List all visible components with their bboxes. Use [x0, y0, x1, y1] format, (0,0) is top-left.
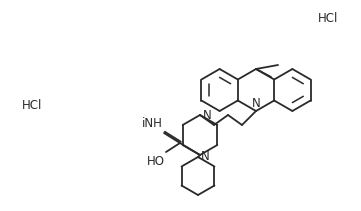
Text: HCl: HCl	[318, 12, 338, 24]
Text: HCl: HCl	[22, 99, 42, 111]
Text: iNH: iNH	[142, 117, 163, 130]
Text: N: N	[252, 97, 260, 110]
Text: HO: HO	[147, 155, 165, 168]
Text: N: N	[201, 150, 210, 164]
Text: N: N	[203, 108, 212, 122]
